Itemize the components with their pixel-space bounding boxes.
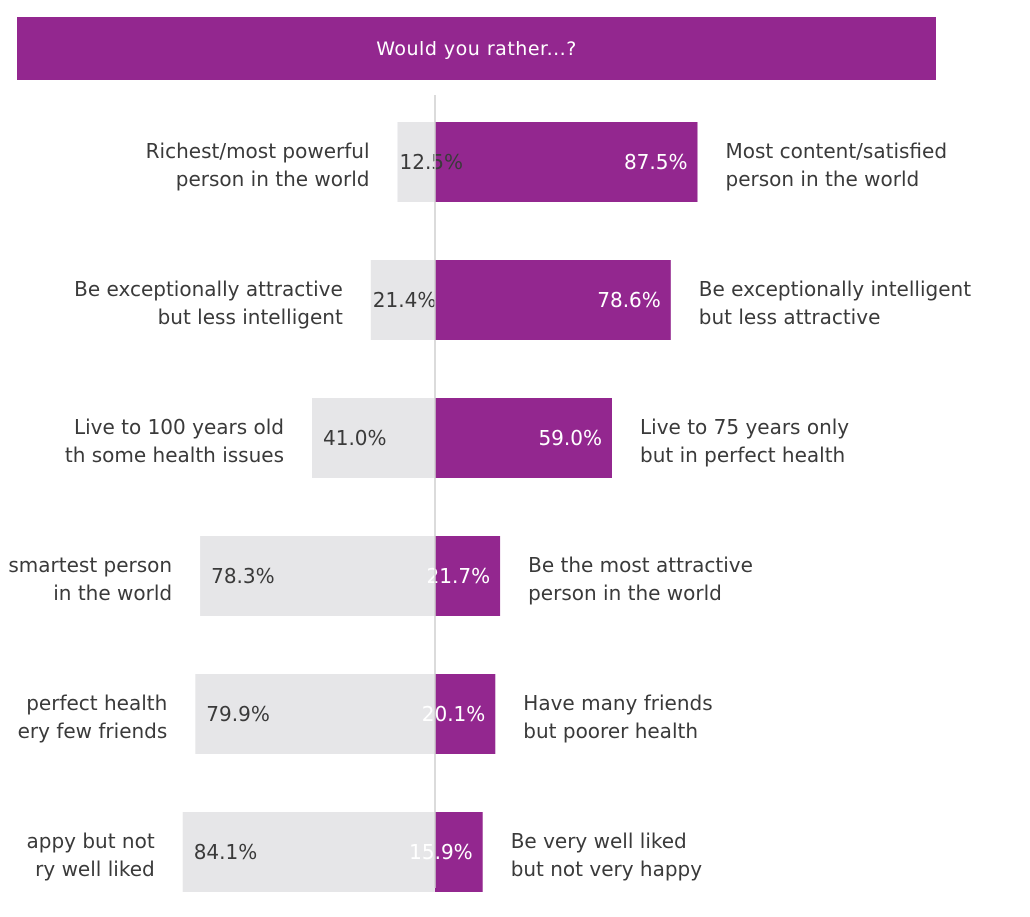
value-label-right: 15.9% [409, 840, 473, 864]
value-label-left: 41.0% [323, 426, 387, 450]
bar-left [182, 812, 435, 892]
category-label-left: person in the world [176, 167, 370, 191]
value-label-left: 21.4% [373, 288, 437, 312]
bar-left [195, 674, 435, 754]
value-label-left: 78.3% [211, 564, 275, 588]
value-label-left: 84.1% [194, 840, 258, 864]
category-label-left: Be exceptionally attractive [74, 277, 343, 301]
category-label-right: person in the world [726, 167, 920, 191]
category-label-left: appy but not [27, 829, 155, 853]
category-label-left: ry well liked [35, 857, 155, 881]
category-label-left: Live to 100 years old [74, 415, 284, 439]
bar-right [435, 260, 671, 340]
value-label-right: 20.1% [422, 702, 486, 726]
category-label-right: Most content/satisfied [726, 139, 948, 163]
category-label-left: in the world [53, 581, 172, 605]
bar-left [312, 398, 435, 478]
value-label-right: 59.0% [538, 426, 602, 450]
category-label-right: Be the most attractive [528, 553, 753, 577]
value-label-left: 79.9% [206, 702, 270, 726]
bar-left [200, 536, 435, 616]
value-label-right: 21.7% [427, 564, 491, 588]
value-label-right: 78.6% [597, 288, 661, 312]
category-label-right: person in the world [528, 581, 722, 605]
category-label-right: Be exceptionally intelligent [699, 277, 971, 301]
bar-right [435, 812, 483, 892]
category-label-right: but not very happy [511, 857, 703, 881]
category-label-right: but less attractive [699, 305, 881, 329]
category-label-right: Be very well liked [511, 829, 687, 853]
bar-left [397, 122, 435, 202]
value-label-left: 12.5% [400, 150, 464, 174]
category-label-right: Have many friends [523, 691, 712, 715]
category-label-right: but in perfect health [640, 443, 845, 467]
category-label-left: smartest person [8, 553, 172, 577]
bar-right [435, 674, 496, 754]
bar-left [370, 260, 435, 340]
category-label-right: Live to 75 years only [640, 415, 849, 439]
category-label-left: Richest/most powerful [146, 139, 370, 163]
bar-right [435, 122, 698, 202]
category-label-left: ery few friends [18, 719, 168, 743]
category-label-left: th some health issues [65, 443, 284, 467]
bar-right [435, 536, 501, 616]
category-label-right: but poorer health [523, 719, 698, 743]
chart-title: Would you rather...? [17, 17, 936, 80]
category-label-left: but less intelligent [158, 305, 343, 329]
bar-right [435, 398, 612, 478]
category-label-left: perfect health [26, 691, 167, 715]
value-label-right: 87.5% [624, 150, 688, 174]
